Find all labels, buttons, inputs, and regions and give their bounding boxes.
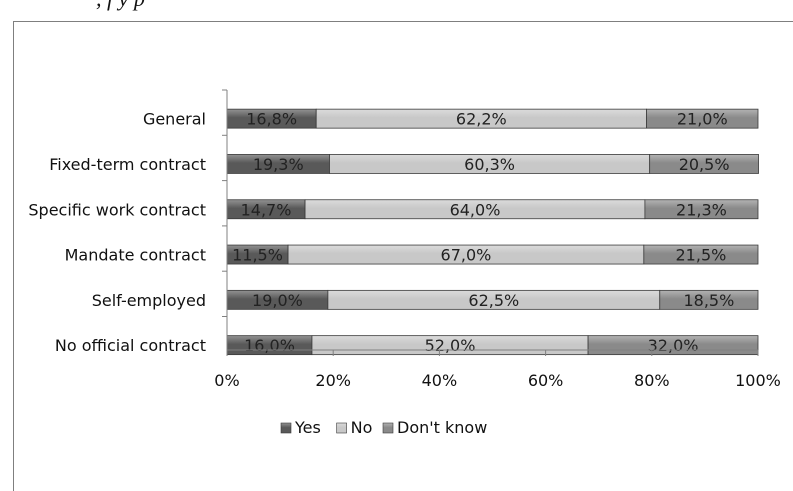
data-label: 64,0% bbox=[450, 200, 501, 219]
data-label: 60,3% bbox=[464, 155, 515, 174]
x-tick-label: 20% bbox=[315, 371, 351, 390]
legend-swatch bbox=[280, 422, 292, 434]
category-label: No official contract bbox=[55, 336, 206, 355]
stacked-bar-chart: General 16,8% 62,2% 21,0% Fixed-term contrac… bbox=[28, 89, 781, 437]
data-label: 62,5% bbox=[468, 291, 519, 310]
bar-segment bbox=[646, 108, 759, 129]
data-label: 20,5% bbox=[679, 155, 730, 174]
category-label: Specific work contract bbox=[28, 200, 206, 219]
data-label: 19,3% bbox=[253, 155, 304, 174]
data-label: 67,0% bbox=[441, 246, 492, 265]
category-label: Self-employed bbox=[92, 291, 206, 310]
legend-label: Don't know bbox=[397, 418, 487, 437]
data-label: 16,0% bbox=[244, 336, 295, 355]
chart-frame bbox=[13, 21, 793, 491]
x-tick-label: 100% bbox=[735, 371, 781, 390]
data-label: 11,5% bbox=[232, 246, 283, 265]
data-label: 21,5% bbox=[676, 246, 727, 265]
category-label: General bbox=[143, 110, 206, 129]
bar-segment bbox=[644, 199, 759, 220]
data-label: 21,3% bbox=[676, 200, 727, 219]
legend-swatch bbox=[382, 422, 394, 434]
category-label: Mandate contract bbox=[65, 246, 206, 265]
x-tick-label: 80% bbox=[634, 371, 670, 390]
data-label: 62,2% bbox=[456, 110, 507, 129]
bar-segment bbox=[659, 289, 759, 310]
x-tick-label: 60% bbox=[528, 371, 564, 390]
legend-label: Yes bbox=[294, 418, 321, 437]
top-caption: , f y p bbox=[0, 0, 793, 16]
data-label: 19,0% bbox=[252, 291, 303, 310]
x-tick-label: 40% bbox=[422, 371, 458, 390]
data-label: 32,0% bbox=[648, 336, 699, 355]
bar-segment bbox=[649, 154, 759, 174]
data-label: 18,5% bbox=[683, 291, 734, 310]
data-label: 16,8% bbox=[246, 110, 297, 129]
category-label: Fixed-term contract bbox=[49, 155, 206, 174]
x-tick-label: 0% bbox=[214, 371, 239, 390]
bar-segment bbox=[643, 244, 759, 265]
legend-label: No bbox=[351, 418, 373, 437]
legend-swatch bbox=[336, 422, 347, 434]
data-label: 21,0% bbox=[677, 110, 728, 129]
data-label: 14,7% bbox=[241, 200, 292, 219]
data-label: 52,0% bbox=[425, 336, 476, 355]
